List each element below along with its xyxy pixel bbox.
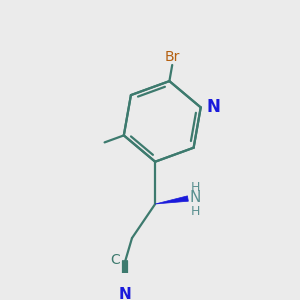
Polygon shape xyxy=(155,196,188,204)
Text: N: N xyxy=(119,287,131,300)
Text: Br: Br xyxy=(164,50,180,64)
Text: C: C xyxy=(110,253,120,267)
Text: N: N xyxy=(189,190,201,206)
Text: H: H xyxy=(191,205,201,218)
Text: H: H xyxy=(191,181,201,194)
Text: N: N xyxy=(207,98,220,116)
